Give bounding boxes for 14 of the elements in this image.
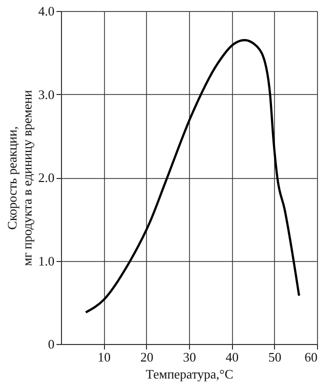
x-tick-label: 60 [304,350,318,364]
x-axis-title: Температура,°C [146,366,234,382]
y-tick-label: 3.0 [38,86,54,102]
x-tick-label: 10 [98,350,111,364]
x-tick-label: 40 [226,350,239,364]
line-series [84,39,300,314]
x-tick-label: 50 [268,350,282,364]
x-tick-label: 20 [140,350,154,364]
y-tick-label: 2.0 [38,170,54,185]
y-tick-label: 1.0 [38,253,54,268]
y-tick-label: 0 [48,336,54,352]
y-axis-title: Скорость реакции, мг продукта в единицу времени [4,90,34,266]
y-tick-label: 4.0 [38,4,54,18]
x-tick-label: 30 [183,350,196,364]
